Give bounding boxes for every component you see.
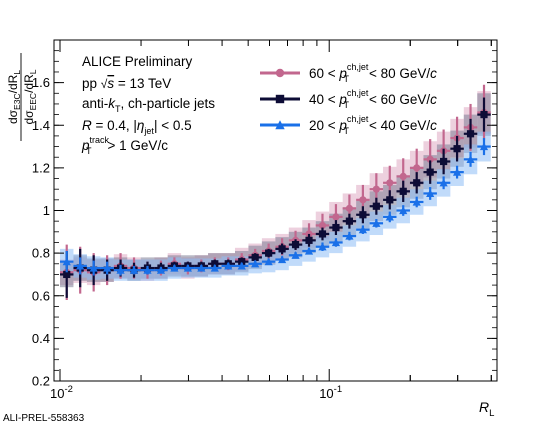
legend-marker-1 xyxy=(275,94,285,104)
data-point-0 xyxy=(399,172,407,180)
data-point-2 xyxy=(62,257,71,266)
data-point-2 xyxy=(89,263,98,272)
legend-label-1: 40 < pch,jet T < 60 GeV/c xyxy=(309,88,437,110)
data-point-2 xyxy=(197,263,206,272)
data-point-2 xyxy=(183,263,192,272)
data-point-2 xyxy=(399,206,408,215)
y-tick-label: 1 xyxy=(43,203,50,218)
data-point-2 xyxy=(237,261,246,270)
data-point-1 xyxy=(278,245,286,253)
legend-label-2: 20 < pch,jet T < 40 GeV/c xyxy=(309,114,437,136)
data-point-2 xyxy=(426,189,435,198)
data-point-1 xyxy=(466,130,475,138)
annotation-track-pt: ptrack T > 1 GeV/c xyxy=(81,135,168,156)
data-point-1 xyxy=(238,258,246,266)
data-point-2 xyxy=(466,155,475,163)
data-point-2 xyxy=(277,255,287,264)
data-point-1 xyxy=(386,196,394,204)
svg-text:dσEEC/dRL: dσEEC/dRL xyxy=(22,69,38,124)
data-point-2 xyxy=(170,263,179,272)
data-point-2 xyxy=(345,231,354,240)
data-point-2 xyxy=(156,266,166,274)
watermark: ALI-PREL-558363 xyxy=(3,413,85,424)
data-point-1 xyxy=(318,230,327,238)
data-point-1 xyxy=(453,145,461,153)
y-tick-label: 0.4 xyxy=(32,331,50,346)
data-point-2 xyxy=(129,266,139,274)
data-point-2 xyxy=(452,168,462,176)
data-point-1 xyxy=(211,260,219,268)
data-point-1 xyxy=(305,236,313,244)
data-point-2 xyxy=(210,263,219,272)
y-tick-label: 1.6 xyxy=(32,75,50,90)
data-point-2 xyxy=(358,225,367,234)
legend-label-0: 60 < pch,jet T < 80 GeV/c xyxy=(309,62,437,84)
annotation-alice-preliminary: ALICE Preliminary xyxy=(82,54,193,69)
y-tick-label: 0.8 xyxy=(32,246,50,261)
data-point-2 xyxy=(291,251,300,259)
data-point-1 xyxy=(251,253,259,261)
legend: 60 < pch,jet T < 80 GeV/c 40 < pch,jet T < 60… xyxy=(260,62,437,136)
x-tick-label: 10-2 xyxy=(50,384,73,401)
data-point-2 xyxy=(439,178,448,187)
data-point-0 xyxy=(345,204,354,212)
legend-marker-0 xyxy=(275,68,285,78)
data-point-2 xyxy=(224,261,233,270)
axes: 0.2 0.4 0.6 0.8 1 1.2 1.4 1.6 10-2 10-1 xyxy=(32,39,497,401)
data-point-1 xyxy=(399,187,407,195)
data-point-1 xyxy=(359,211,367,219)
data-point-1 xyxy=(345,217,354,225)
data-point-2 xyxy=(103,263,112,272)
x-axis-title: RL xyxy=(479,399,494,419)
data-point-1 xyxy=(291,241,300,249)
data-markers xyxy=(59,84,491,301)
data-point-2 xyxy=(143,266,152,274)
data-point-1 xyxy=(332,223,340,232)
data-point-2 xyxy=(385,212,394,221)
data-point-2 xyxy=(318,242,327,251)
annotation-jet-algorithm: anti-kT, ch-particle jets xyxy=(82,96,215,114)
data-point-0 xyxy=(372,185,380,193)
data-point-0 xyxy=(386,179,394,187)
x-tick-label: 10-1 xyxy=(319,384,342,401)
data-point-0 xyxy=(359,196,367,204)
y-tick-label: 1.4 xyxy=(32,118,50,133)
data-point-0 xyxy=(413,164,421,172)
data-point-1 xyxy=(440,157,448,166)
y-axis-title: dσE3C/dRL dσEEC/dRL xyxy=(6,53,38,141)
annotation-collision-system: pp √s = 13 TeV xyxy=(82,76,171,91)
data-point-1 xyxy=(372,202,380,210)
data-point-1 xyxy=(426,168,434,176)
data-point-2 xyxy=(116,266,125,274)
data-point-2 xyxy=(251,259,260,268)
data-point-2 xyxy=(331,238,341,247)
data-point-2 xyxy=(479,142,489,151)
data-point-0 xyxy=(426,155,434,163)
data-point-1 xyxy=(265,249,273,257)
data-point-0 xyxy=(332,213,340,221)
data-point-2 xyxy=(412,197,421,206)
data-point-2 xyxy=(76,261,85,270)
data-point-1 xyxy=(413,179,421,187)
y-tick-label: 0.2 xyxy=(32,374,50,389)
data-point-2 xyxy=(264,257,273,266)
y-tick-label: 1.2 xyxy=(32,160,50,175)
data-point-2 xyxy=(304,246,314,255)
annotation-block: ALICE Preliminary pp √s = 13 TeV anti-kT… xyxy=(81,54,215,156)
y-tick-label: 0.6 xyxy=(32,288,50,303)
svg-text:dσE3C/dRL: dσE3C/dRL xyxy=(6,70,22,124)
data-point-1 xyxy=(480,110,488,119)
legend-marker-2 xyxy=(275,120,285,130)
data-point-0 xyxy=(318,221,327,230)
annotation-jet-radius: R = 0.4, |ηjet| < 0.5 xyxy=(82,118,192,136)
data-point-1 xyxy=(63,270,71,279)
data-point-2 xyxy=(372,219,381,227)
